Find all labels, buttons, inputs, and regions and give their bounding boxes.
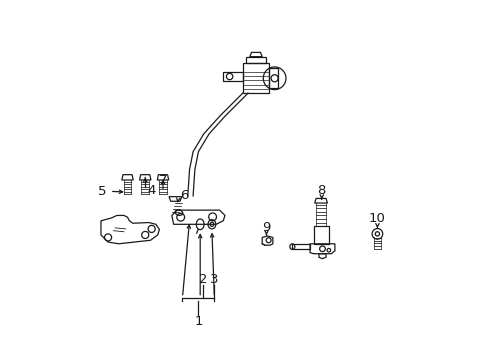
Text: 1: 1 bbox=[194, 315, 202, 328]
Text: 3: 3 bbox=[210, 274, 218, 287]
Text: 4: 4 bbox=[147, 184, 155, 197]
Text: 6: 6 bbox=[180, 189, 188, 202]
Text: 9: 9 bbox=[262, 221, 270, 234]
Text: 10: 10 bbox=[368, 212, 385, 225]
Text: 5: 5 bbox=[98, 185, 106, 198]
Text: 2: 2 bbox=[199, 274, 207, 287]
Text: 7: 7 bbox=[159, 174, 167, 187]
Text: 8: 8 bbox=[317, 184, 325, 197]
